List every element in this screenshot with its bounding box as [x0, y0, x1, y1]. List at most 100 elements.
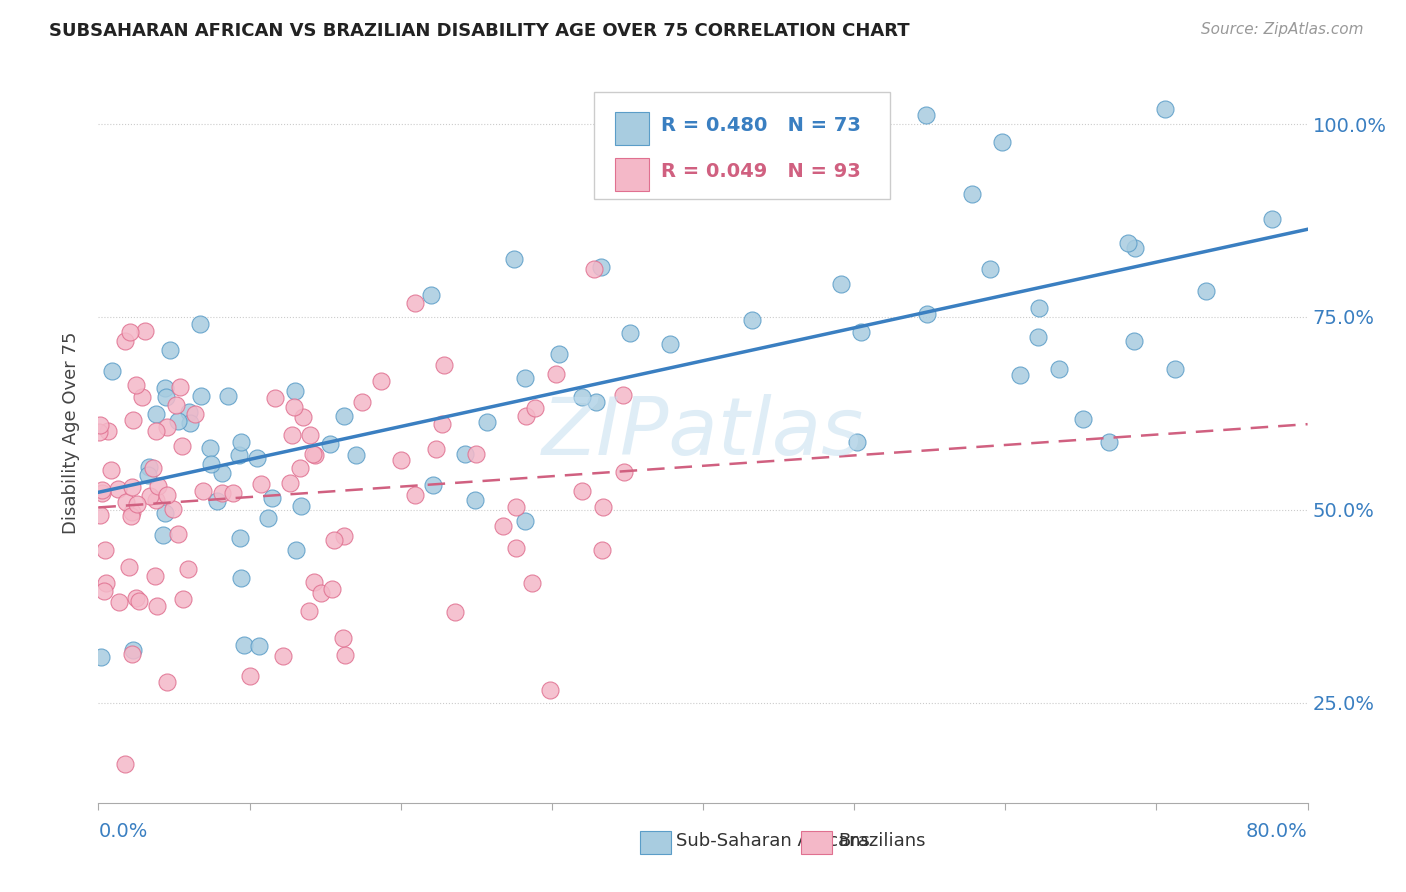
Point [280, 428, 302, 442]
Point [249, 476, 271, 491]
Point [125, 591, 148, 606]
Point [263, 391, 285, 405]
Point [302, 447, 325, 461]
Point [513, 514, 536, 528]
Point [544, 367, 567, 381]
Point [571, 390, 593, 404]
Point [612, 388, 634, 402]
Point [297, 603, 319, 617]
Point [285, 543, 308, 558]
Point [114, 757, 136, 772]
Point [143, 569, 166, 583]
Point [211, 466, 233, 480]
Point [118, 560, 141, 574]
Point [991, 135, 1014, 149]
Point [138, 460, 160, 475]
Point [503, 252, 526, 266]
Point [592, 500, 614, 515]
Point [229, 532, 252, 546]
Point [127, 497, 149, 511]
Point [505, 541, 527, 556]
FancyBboxPatch shape [595, 92, 890, 200]
Point [582, 262, 605, 277]
Point [179, 416, 201, 430]
Point [162, 502, 184, 516]
Text: 80.0%: 80.0% [1246, 822, 1308, 841]
Point [430, 417, 453, 431]
Point [464, 447, 486, 461]
Point [520, 575, 543, 590]
Text: R = 0.049   N = 93: R = 0.049 N = 93 [661, 161, 860, 181]
Point [1164, 362, 1187, 376]
Point [107, 595, 129, 609]
Point [172, 591, 194, 606]
Point [350, 395, 373, 409]
Point [131, 390, 153, 404]
Point [155, 381, 177, 395]
Point [830, 277, 852, 291]
Point [309, 586, 332, 600]
Point [145, 493, 167, 508]
Point [433, 358, 456, 372]
Point [165, 398, 187, 412]
Point [491, 518, 513, 533]
Point [658, 337, 681, 351]
Point [1071, 411, 1094, 425]
Point [298, 427, 321, 442]
Point [198, 441, 221, 455]
Point [142, 461, 165, 475]
Point [454, 447, 477, 461]
Point [319, 437, 342, 451]
Point [505, 500, 527, 514]
Point [283, 400, 305, 414]
Point [322, 533, 344, 547]
Point [115, 495, 138, 509]
Point [89, 418, 111, 433]
Point [613, 465, 636, 479]
Point [101, 364, 124, 378]
Point [107, 482, 129, 496]
Point [288, 460, 311, 475]
Point [332, 631, 354, 645]
Point [538, 683, 561, 698]
Point [120, 325, 142, 339]
Point [979, 262, 1001, 277]
Point [211, 485, 233, 500]
Point [571, 484, 593, 499]
Point [128, 593, 150, 607]
Point [591, 260, 613, 274]
Point [278, 476, 301, 491]
Point [246, 450, 269, 465]
Point [321, 582, 343, 597]
Point [1026, 330, 1049, 344]
Point [156, 674, 179, 689]
Point [190, 388, 212, 402]
Point [121, 480, 143, 494]
Point [256, 510, 278, 524]
Point [121, 413, 143, 427]
Point [1125, 241, 1147, 255]
Point [420, 288, 443, 302]
Point [1098, 435, 1121, 450]
Point [166, 414, 188, 428]
Point [94, 576, 117, 591]
Text: 0.0%: 0.0% [98, 822, 148, 841]
Text: Sub-Saharan Africans: Sub-Saharan Africans [676, 832, 870, 850]
Point [169, 380, 191, 394]
Point [304, 448, 326, 462]
Point [591, 542, 613, 557]
FancyBboxPatch shape [614, 158, 648, 191]
Point [120, 508, 142, 523]
Point [513, 370, 536, 384]
Text: Source: ZipAtlas.com: Source: ZipAtlas.com [1201, 22, 1364, 37]
Text: SUBSAHARAN AFRICAN VS BRAZILIAN DISABILITY AGE OVER 75 CORRELATION CHART: SUBSAHARAN AFRICAN VS BRAZILIAN DISABILI… [49, 22, 910, 40]
Point [741, 312, 763, 326]
Point [915, 307, 938, 321]
Point [166, 527, 188, 541]
Point [228, 448, 250, 462]
Point [229, 435, 252, 450]
Point [87, 425, 110, 439]
Point [344, 448, 367, 462]
Point [217, 389, 239, 403]
Point [145, 407, 167, 421]
